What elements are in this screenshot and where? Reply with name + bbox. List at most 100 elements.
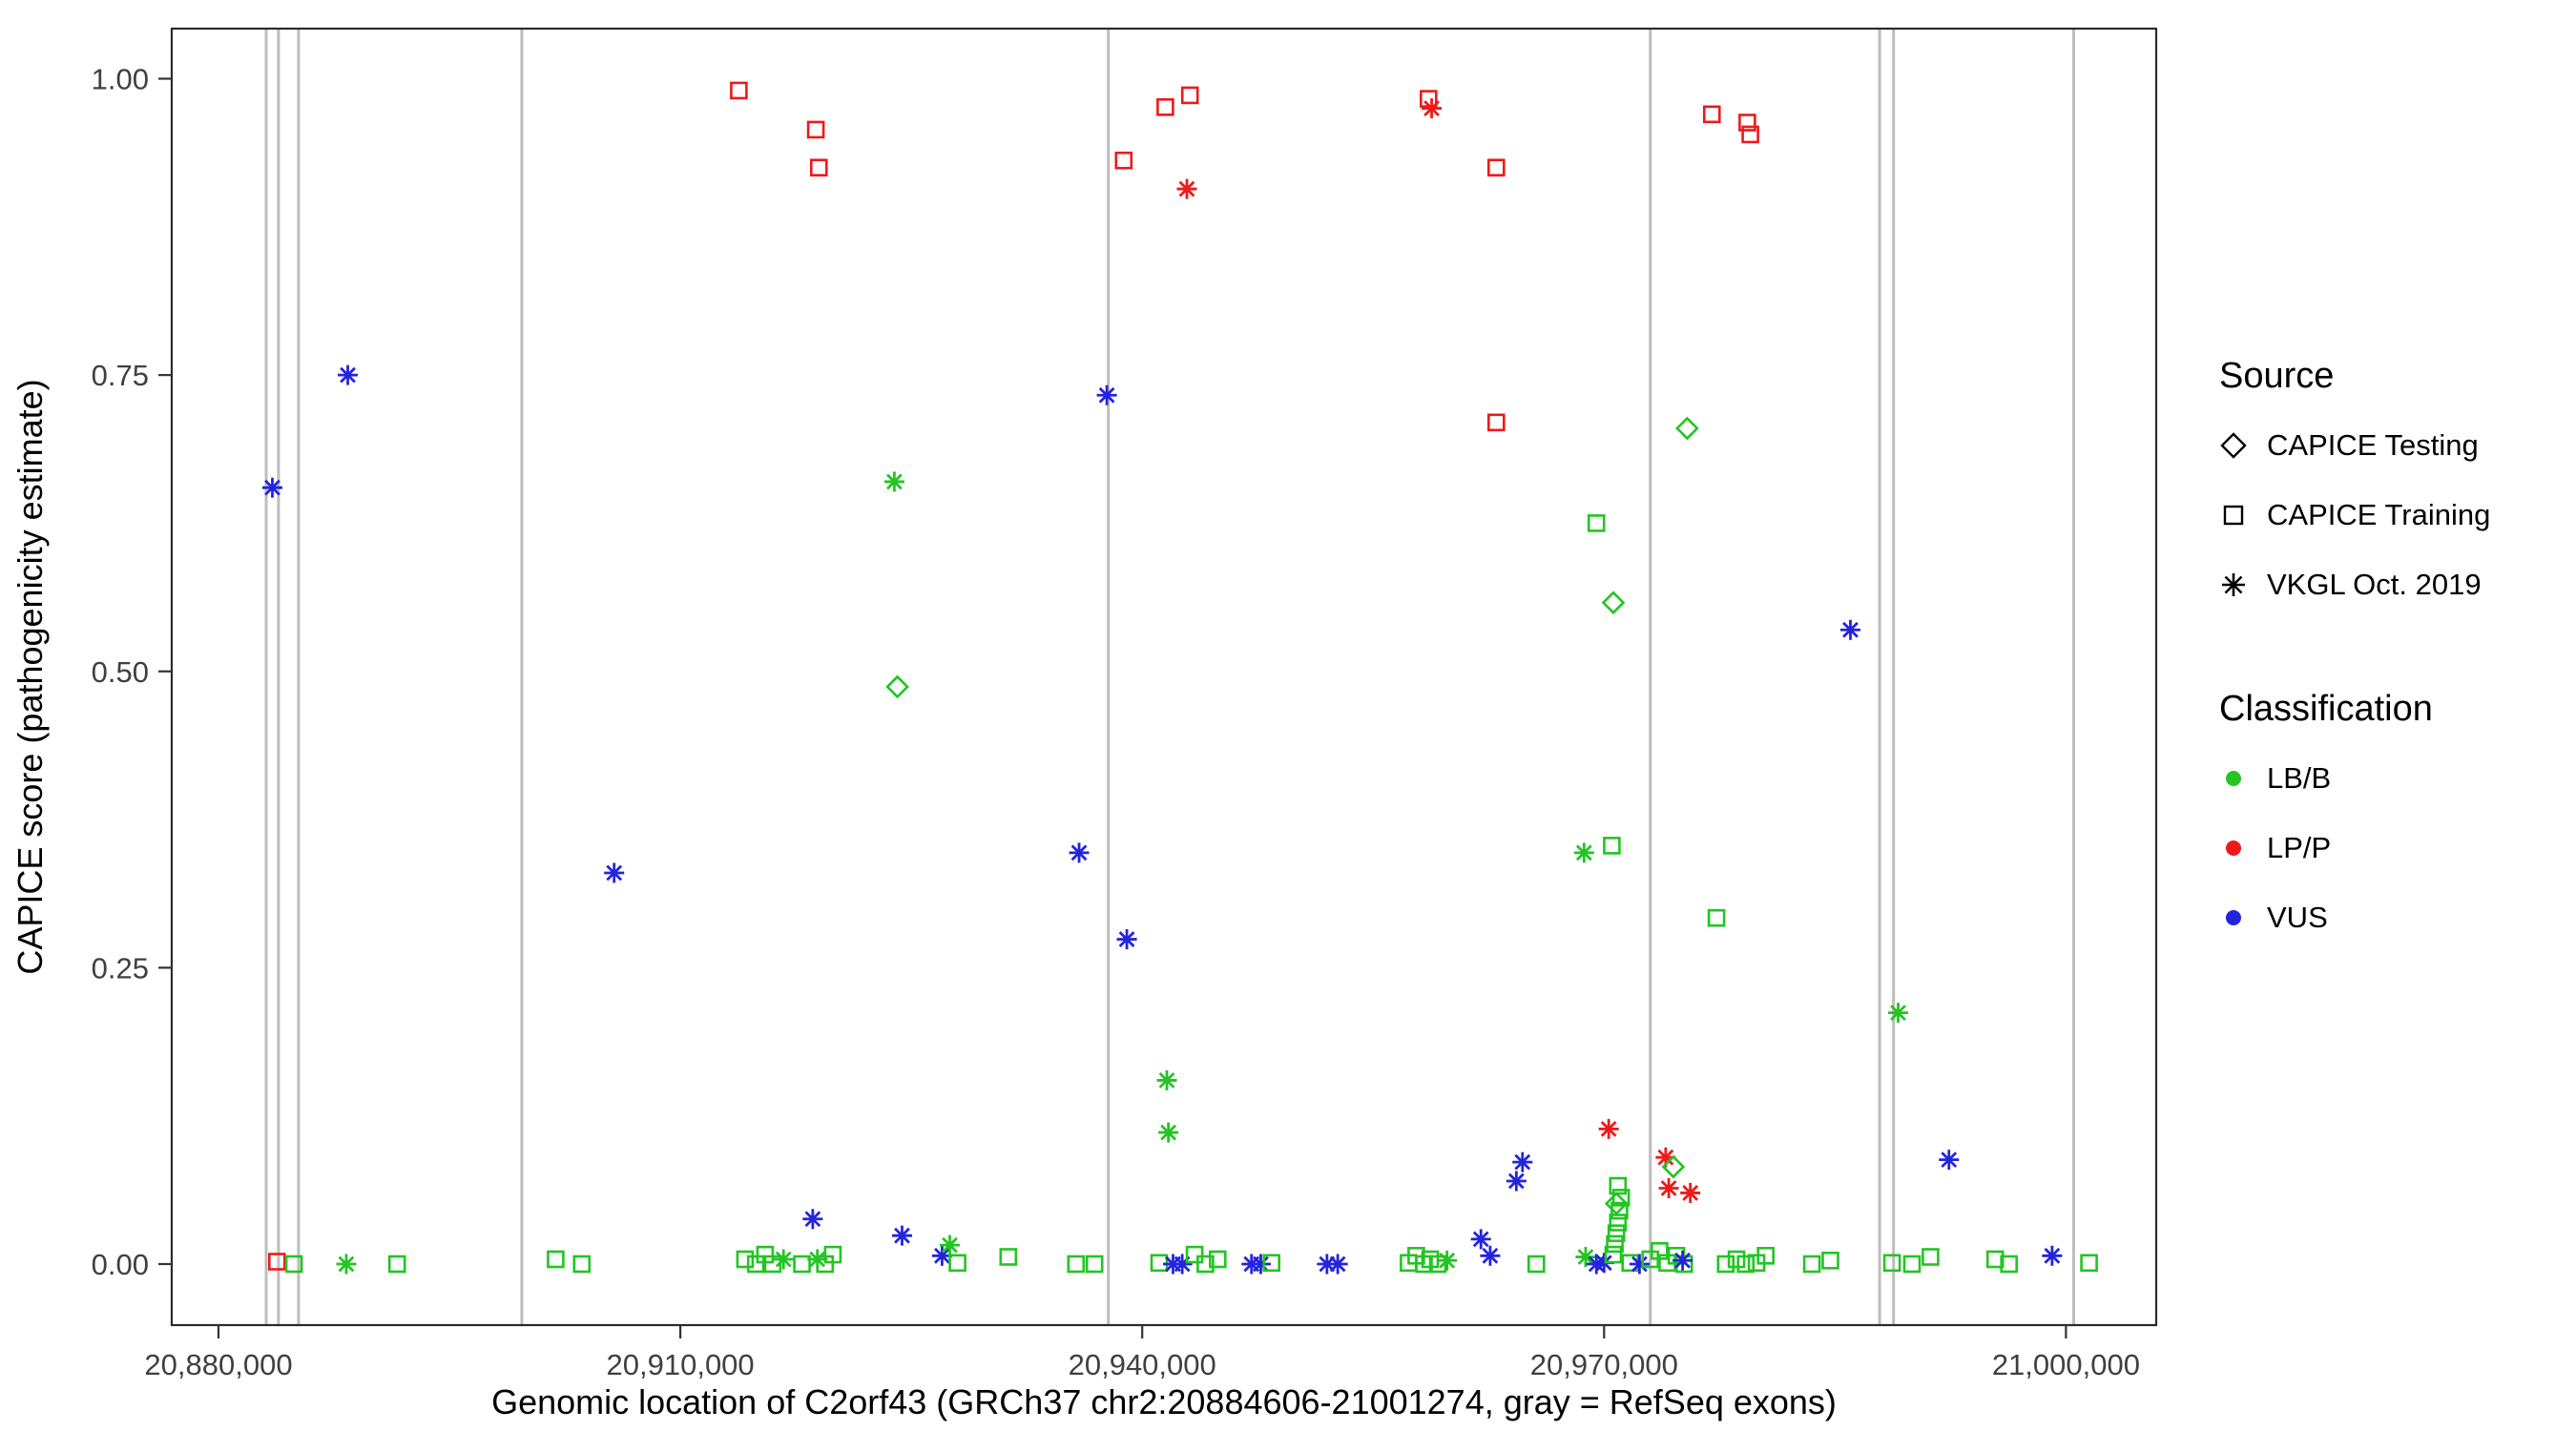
data-point [1156,98,1174,116]
legend-label: CAPICE Training [2267,497,2491,531]
data-point [793,1255,811,1274]
legend-item-lbb: LB/B [2219,743,2490,813]
panel-border [170,27,2158,1327]
data-point [1741,125,1759,144]
diamond-icon [2220,431,2247,459]
data-point [1437,1250,1458,1271]
x-tick-label: 20,940,000 [1069,1348,1216,1381]
data-point [1506,1171,1527,1192]
data-point [387,1255,406,1274]
legend-label: LB/B [2267,760,2332,795]
y-tick-label: 0.00 [92,1248,149,1281]
data-point [1598,1118,1619,1139]
x-axis: 20,880,000 20,910,000 20,940,000 20,970,000… [144,1325,2140,1381]
green-dot-icon [2226,770,2241,786]
x-tick-label: 20,910,000 [607,1348,755,1381]
y-axis: 0.00 0.25 0.50 0.75 1.00 [92,63,172,1281]
data-point [1527,1255,1546,1274]
data-point [1839,619,1860,640]
data-point [948,1254,966,1273]
data-point [1882,1254,1901,1273]
data-point [1703,105,1721,124]
data-point [1727,1250,1746,1269]
data-point [1606,1234,1624,1254]
data-point [1603,837,1621,855]
y-tick-label: 0.25 [92,951,149,985]
legend-label: CAPICE Testing [2267,427,2479,462]
data-point [1573,842,1594,863]
data-point [604,862,625,883]
red-dot-icon [2226,840,2241,856]
data-point [1250,1254,1271,1275]
x-tick-label: 20,880,000 [144,1348,292,1381]
data-point [1888,1003,1909,1024]
data-point [823,1245,842,1264]
data-point [284,1255,303,1274]
data-point [2000,1255,2018,1274]
data-point [885,674,909,699]
data-point [338,364,359,385]
legend-item-capice-training: CAPICE Training [2219,480,2490,550]
square-icon [2223,505,2244,525]
data-point [1262,1254,1280,1273]
data-point [1802,1255,1821,1274]
data-point [1172,1254,1193,1275]
y-tick-label: 0.50 [92,655,149,689]
x-axis-title: Genomic location of C2orf43 (GRCh37 chr2… [491,1382,1837,1421]
legend-item-capice-testing: CAPICE Testing [2219,410,2490,480]
data-point [809,158,828,176]
data-point [1922,1248,1940,1266]
data-point [1756,1247,1775,1265]
data-point [939,1234,960,1255]
data-point [806,120,825,139]
data-points [261,81,2098,1275]
data-point [1985,1250,2005,1269]
x-tick-label: 20,970,000 [1530,1348,1678,1381]
data-point [1707,908,1726,927]
data-point [891,1225,912,1246]
legend-label: VUS [2267,900,2328,934]
data-point [1604,1192,1629,1215]
data-point [773,1249,794,1270]
data-point [1428,1255,1447,1274]
data-point [1415,1255,1433,1274]
legend-classification-title: Classification [2219,689,2433,729]
data-point [1512,1151,1533,1172]
data-point [1085,1255,1104,1274]
data-point [1716,1255,1735,1274]
legend-item-lpp: LP/P [2219,813,2490,882]
data-point [999,1248,1018,1266]
data-point [1069,842,1090,863]
data-point [802,1209,823,1230]
legend-item-vus: VUS [2219,882,2490,952]
data-point [1487,413,1506,432]
data-point [1604,1245,1623,1264]
data-point [1422,98,1443,119]
asterisk-icon [2222,572,2245,596]
data-point [1480,1245,1501,1266]
data-point [1158,1122,1179,1143]
data-point [883,471,904,492]
data-point [1609,1213,1628,1232]
data-point [1675,416,1699,441]
legend: Source CAPICE Testing CAPICE Training VK… [2219,355,2490,952]
data-point [1180,86,1199,105]
data-point [1629,1254,1650,1275]
data-point [1593,1253,1614,1274]
data-point [1096,384,1117,405]
data-point [1736,1255,1755,1274]
data-point [1738,114,1756,132]
data-point [572,1255,592,1274]
legend-label: VKGL Oct. 2019 [2267,567,2482,601]
data-point [1601,591,1626,615]
y-axis-title: CAPICE score (pathogenicity estimate) [10,379,50,974]
data-point [1114,151,1133,170]
data-point [746,1255,765,1274]
data-point [2080,1254,2098,1273]
data-point [1176,178,1197,199]
data-point [1587,514,1606,532]
data-point [1185,1245,1204,1264]
data-point [730,81,748,100]
legend-source-title: Source [2219,356,2335,396]
